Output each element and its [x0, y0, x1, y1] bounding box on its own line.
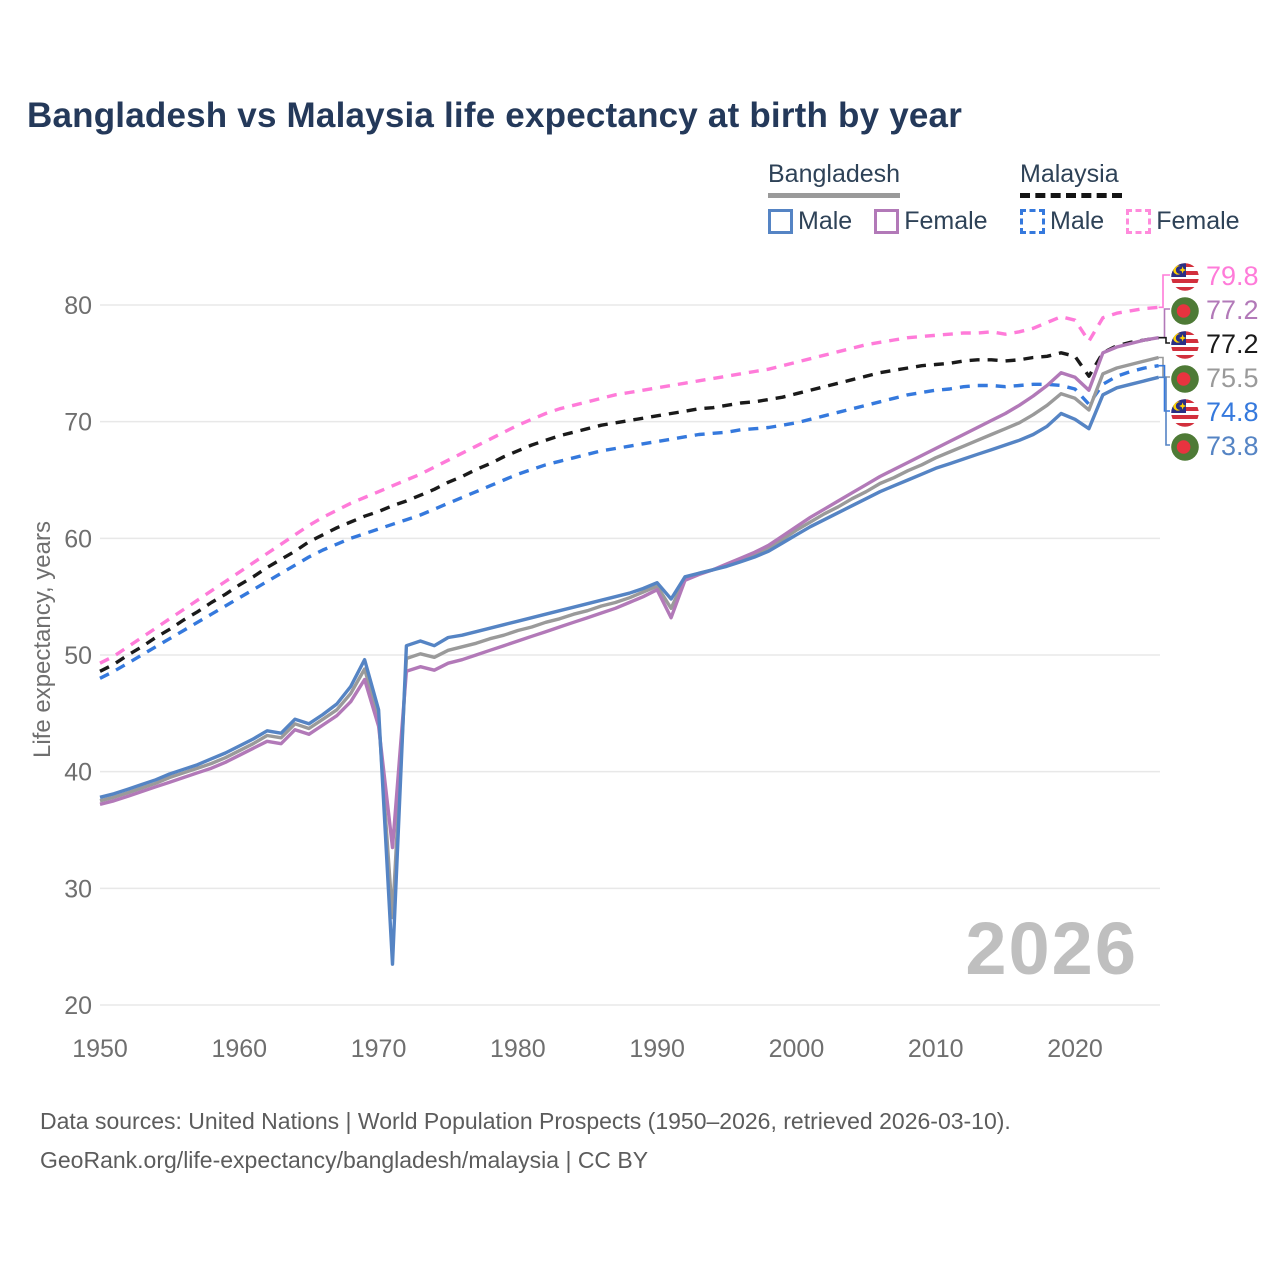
malaysia-female-label[interactable]: Female	[1156, 207, 1240, 235]
end-label-bangladesh-male: 73.8	[1171, 431, 1259, 462]
end-label-malaysia-all: 77.2	[1171, 329, 1259, 360]
bangladesh-flag-icon	[1171, 296, 1199, 325]
y-tick-label: 30	[64, 875, 92, 903]
y-tick-label: 70	[64, 409, 92, 437]
bangladesh-flag-icon	[1171, 364, 1199, 393]
y-tick-label: 50	[64, 642, 92, 670]
footer: Data sources: United Nations | World Pop…	[40, 1102, 1011, 1180]
series-line-bangladesh-female	[99, 336, 1159, 850]
x-tick-label: 1960	[211, 1035, 267, 1063]
end-connector-malaysia-female	[1158, 274, 1170, 309]
x-tick-label: 2000	[769, 1035, 825, 1063]
malaysia-female-swatch[interactable]	[1126, 209, 1152, 234]
x-tick-label: 1970	[351, 1035, 407, 1063]
bangladesh-male-swatch[interactable]	[768, 209, 793, 234]
end-label-value: 77.2	[1206, 329, 1259, 359]
end-connector-bangladesh-male	[1158, 376, 1170, 446]
legend-malaysia-label: Malaysia	[1020, 160, 1119, 188]
malaysia-flag-icon	[1171, 262, 1199, 291]
series-line-malaysia-all	[99, 336, 1159, 673]
malaysia-flag-icon	[1171, 330, 1199, 359]
page-title: Bangladesh vs Malaysia life expectancy a…	[27, 96, 963, 135]
y-tick-label: 40	[64, 759, 92, 787]
watermark-year: 2026	[965, 907, 1138, 990]
legend-malaysia-header: Malaysia	[1020, 160, 1240, 198]
end-label-malaysia-female: 79.8	[1171, 261, 1259, 292]
y-tick-label: 60	[64, 525, 92, 553]
end-connector-bangladesh-female	[1158, 308, 1170, 339]
bangladesh-all-line-swatch	[768, 193, 900, 198]
bangladesh-female-label[interactable]: Female	[904, 207, 988, 235]
end-label-value: 74.8	[1206, 397, 1259, 427]
legend-malaysia: Malaysia Male Female	[1020, 160, 1240, 236]
end-connector-malaysia-male	[1158, 364, 1170, 412]
end-label-malaysia-male: 74.8	[1171, 397, 1259, 428]
end-label-value: 73.8	[1206, 431, 1259, 461]
legend-bangladesh-label: Bangladesh	[768, 160, 901, 188]
malaysia-all-line-swatch	[1020, 193, 1122, 198]
bangladesh-female-swatch[interactable]	[874, 209, 900, 234]
x-tick-label: 1990	[629, 1035, 685, 1063]
end-label-value: 79.8	[1206, 261, 1259, 291]
x-tick-label: 1950	[72, 1035, 128, 1063]
bangladesh-male-label[interactable]: Male	[798, 207, 853, 235]
footer-sources: Data sources: United Nations | World Pop…	[40, 1108, 1011, 1134]
y-tick-label: 20	[64, 992, 92, 1020]
y-tick-label: 80	[64, 292, 92, 320]
malaysia-male-label[interactable]: Male	[1050, 207, 1105, 235]
legend-bangladesh-header: Bangladesh	[768, 160, 988, 198]
end-label-value: 77.2	[1206, 295, 1259, 325]
end-label-bangladesh-female: 77.2	[1171, 295, 1259, 326]
series-line-malaysia-male	[99, 364, 1159, 680]
x-tick-label: 2020	[1047, 1035, 1103, 1063]
end-connector-malaysia-all	[1158, 336, 1170, 344]
malaysia-male-swatch[interactable]	[1020, 209, 1045, 234]
legend-bangladesh: Bangladesh Male Female	[768, 160, 988, 236]
end-label-bangladesh-all: 75.5	[1171, 363, 1259, 394]
bangladesh-flag-icon	[1171, 432, 1199, 461]
x-tick-label: 1980	[490, 1035, 546, 1063]
series-line-bangladesh-male	[99, 375, 1160, 966]
x-tick-label: 2010	[908, 1035, 964, 1063]
malaysia-flag-icon	[1171, 398, 1199, 427]
series-line-malaysia-female	[99, 305, 1159, 665]
end-label-value: 75.5	[1206, 363, 1259, 393]
footer-attribution: GeoRank.org/life-expectancy/bangladesh/m…	[40, 1147, 649, 1173]
series-line-bangladesh-all	[99, 355, 1160, 920]
